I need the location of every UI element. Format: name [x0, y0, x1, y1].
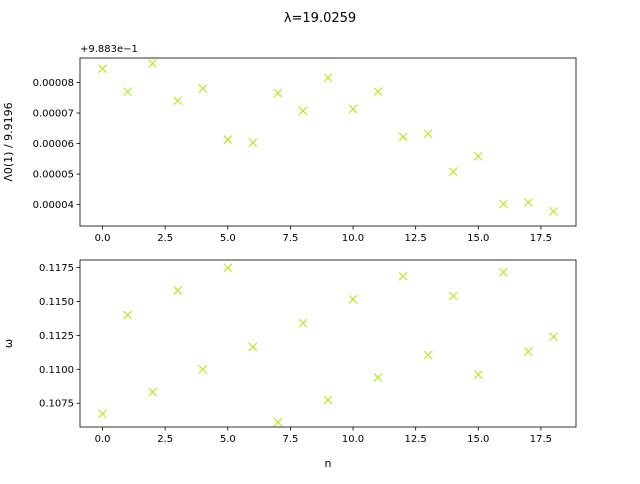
x-tick-label: 5.0: [220, 233, 236, 244]
x-tick-label: 17.5: [530, 233, 552, 244]
data-point-marker: [498, 199, 508, 209]
y-tick-label: 0.1125: [39, 331, 74, 342]
data-point-marker: [473, 370, 483, 380]
data-point-marker: [198, 364, 208, 374]
y-tick-label: 0.00004: [33, 200, 74, 211]
data-point-marker: [273, 88, 283, 98]
x-tick-label: 7.5: [282, 233, 298, 244]
data-point-marker: [323, 73, 333, 83]
bottom-subplot: 0.0 2.5 5.0 7.5 10.0 12.5 15.0 17.5 0.1075 0.1100…: [2, 259, 577, 470]
data-point-marker: [248, 342, 258, 352]
x-tick-label: 2.5: [157, 434, 173, 445]
data-point-marker: [498, 267, 508, 277]
data-point-marker: [298, 318, 308, 328]
y-tick-label: 0.00008: [33, 78, 74, 89]
data-point-marker: [448, 291, 458, 301]
data-point-marker: [123, 310, 132, 320]
data-point-marker: [223, 263, 233, 273]
data-point-marker: [248, 138, 258, 147]
y-tick-label: 0.1175: [39, 263, 74, 274]
data-point-marker: [549, 206, 558, 216]
data-point-marker: [423, 129, 433, 139]
y-tick-label: 0.1150: [39, 297, 74, 308]
data-point-marker: [348, 104, 358, 114]
x-tick-label: 7.5: [282, 434, 298, 445]
y-tick-label: 0.1100: [39, 365, 74, 376]
data-point-marker: [273, 417, 283, 427]
data-point-marker: [398, 271, 408, 281]
data-point-marker: [348, 294, 358, 304]
x-axis-label: n: [325, 457, 332, 470]
data-point-marker: [373, 373, 383, 382]
data-point-marker: [373, 87, 383, 96]
data-point-marker: [473, 151, 483, 161]
data-point-marker: [198, 84, 208, 93]
data-point-marker: [524, 347, 533, 357]
x-tick-label: 5.0: [220, 434, 236, 445]
top-subplot: 0.0 2.5 5.0 7.5 10.0 12.5 15.0 17.5 0.00004 0.000…: [2, 44, 577, 244]
x-tick-label: 15.0: [467, 434, 489, 445]
y-tick-label: 0.00007: [33, 108, 74, 119]
y-offset-label: +9.883e−1: [80, 44, 138, 55]
y-axis-label: Λ0(1) / 9.9196: [2, 102, 15, 181]
data-point-marker: [98, 409, 107, 419]
data-point-marker: [148, 387, 158, 397]
x-tick-label: 2.5: [157, 233, 173, 244]
data-point-marker: [173, 286, 183, 295]
data-point-marker: [298, 106, 308, 116]
data-point-marker: [524, 198, 533, 207]
figure-title: λ=19.0259: [284, 11, 356, 26]
data-point-marker: [448, 167, 458, 177]
axes-frame: [79, 259, 577, 428]
y-axis-label: ω: [2, 339, 15, 348]
x-tick-label: 12.5: [405, 233, 427, 244]
data-point-marker: [323, 395, 333, 405]
data-point-marker: [123, 87, 132, 96]
x-tick-label: 12.5: [405, 434, 427, 445]
y-tick-label: 0.00006: [33, 139, 74, 150]
axes-frame: [79, 57, 577, 227]
x-tick-label: 0.0: [95, 434, 111, 445]
data-point-marker: [98, 64, 107, 74]
x-tick-label: 17.5: [530, 434, 552, 445]
y-tick-label: 0.00005: [33, 170, 74, 181]
x-tick-label: 10.0: [342, 233, 364, 244]
data-point-marker: [423, 350, 433, 360]
x-tick-label: 15.0: [467, 233, 489, 244]
data-point-marker: [223, 135, 233, 144]
x-tick-label: 10.0: [342, 434, 364, 445]
x-tick-label: 0.0: [95, 233, 111, 244]
y-tick-label: 0.1075: [39, 399, 74, 410]
data-point-marker: [148, 59, 158, 68]
data-point-marker: [398, 132, 408, 142]
data-point-marker: [173, 96, 183, 106]
data-point-marker: [549, 332, 558, 342]
